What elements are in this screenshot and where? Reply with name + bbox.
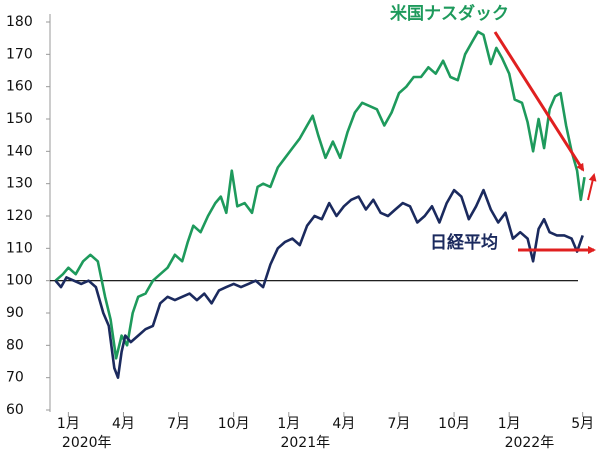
plot: 60 70 80 90 100 110 120 130 140 150 160 170 180 1月 4月 7…	[6, 3, 594, 451]
x-tick-label: 4月	[332, 416, 355, 432]
x-tick-label: 1月	[57, 416, 80, 432]
year-label: 2021年	[280, 435, 330, 451]
x-tick-label: 1月	[277, 416, 300, 432]
year-label: 2020年	[62, 435, 112, 451]
x-tick-label: 7月	[167, 416, 190, 432]
series-label: 日経平均	[430, 232, 498, 253]
y-tick-label: 60	[6, 402, 24, 418]
x-tick-label: 5月	[571, 416, 594, 432]
y-tick-label: 120	[6, 208, 33, 224]
x-tick-label: 7月	[388, 416, 411, 432]
x-tick-label: 10月	[218, 416, 250, 432]
y-tick-label: 70	[6, 370, 24, 386]
y-tick-label: 160	[6, 79, 33, 95]
x-tick-label: 1月	[498, 416, 521, 432]
year-label: 2022年	[505, 435, 555, 451]
y-tick-label: 150	[6, 111, 33, 127]
y-tick-label: 130	[6, 176, 33, 192]
arrow	[587, 173, 597, 201]
series-line	[54, 188, 584, 379]
y-tick-label: 100	[6, 273, 33, 289]
series-line	[54, 30, 586, 360]
arrow	[493, 31, 585, 172]
series-label: 米国ナスダック	[390, 3, 509, 24]
y-tick-label: 80	[6, 337, 24, 353]
x-tick-label: 10月	[438, 416, 470, 432]
y-tick-label: 170	[6, 46, 33, 62]
x-tick-label: 4月	[112, 416, 135, 432]
y-tick-label: 90	[6, 305, 24, 321]
y-tick-label: 110	[6, 240, 33, 256]
y-tick-label: 140	[6, 143, 33, 159]
y-tick-label: 180	[6, 14, 33, 30]
